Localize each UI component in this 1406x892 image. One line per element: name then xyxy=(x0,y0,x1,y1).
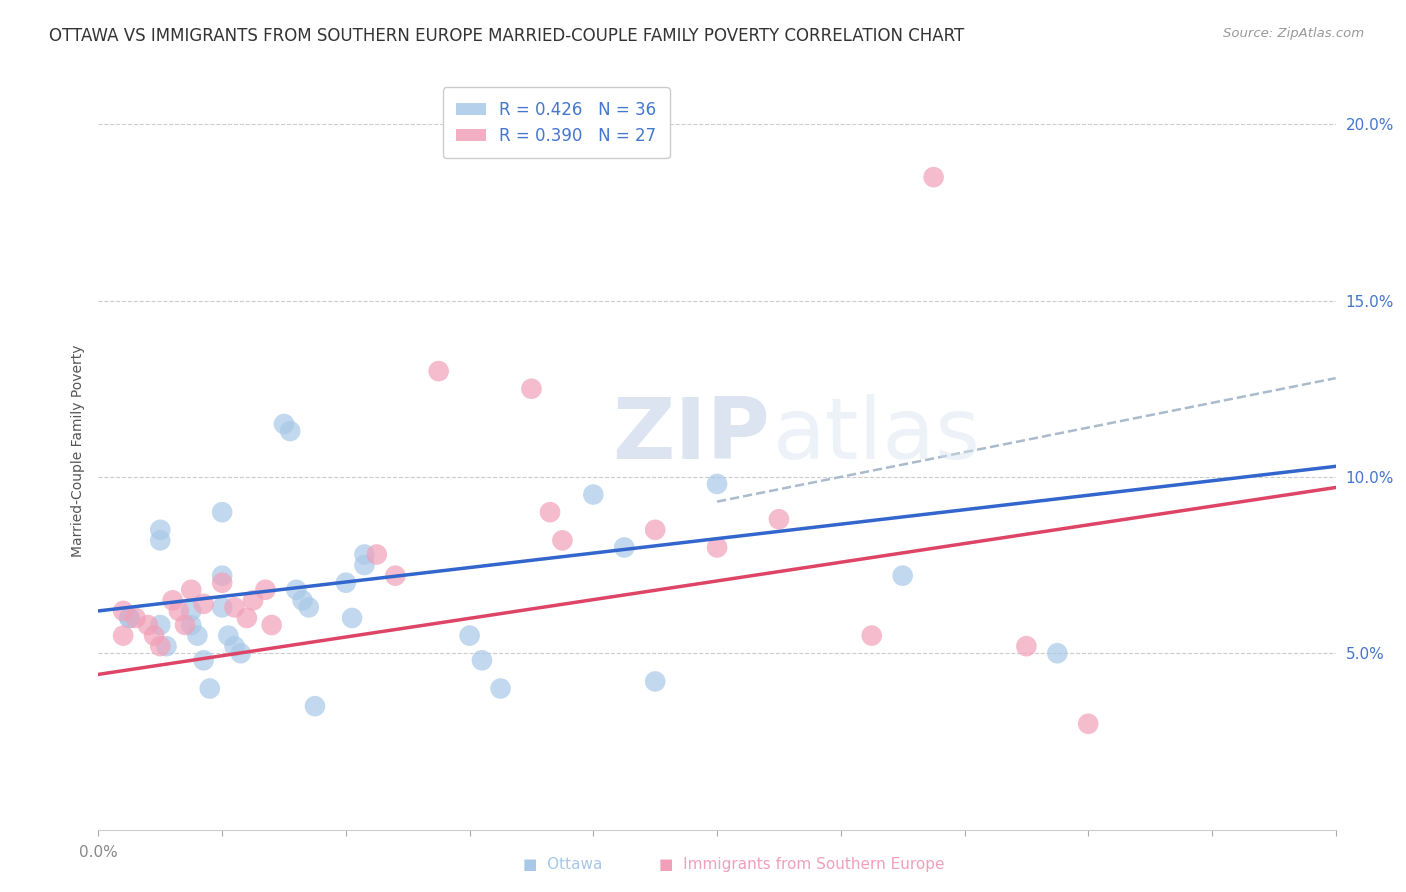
Point xyxy=(384,568,406,582)
Text: 0.0%: 0.0% xyxy=(79,845,118,860)
Point xyxy=(155,639,177,653)
Point xyxy=(1077,716,1099,731)
Point xyxy=(193,597,215,611)
Point xyxy=(180,618,202,632)
Point xyxy=(278,424,301,438)
Point xyxy=(242,593,264,607)
Point xyxy=(298,600,321,615)
Point xyxy=(520,382,543,396)
Text: OTTAWA VS IMMIGRANTS FROM SOUTHERN EUROPE MARRIED-COUPLE FAMILY POVERTY CORRELAT: OTTAWA VS IMMIGRANTS FROM SOUTHERN EUROP… xyxy=(49,27,965,45)
Text: ■  Immigrants from Southern Europe: ■ Immigrants from Southern Europe xyxy=(658,857,945,872)
Point xyxy=(613,541,636,555)
Point xyxy=(180,604,202,618)
Point xyxy=(162,593,184,607)
Legend: R = 0.426   N = 36, R = 0.390   N = 27: R = 0.426 N = 36, R = 0.390 N = 27 xyxy=(443,87,669,158)
Point xyxy=(112,604,135,618)
Point xyxy=(193,653,215,667)
Point xyxy=(254,582,277,597)
Text: ZIP: ZIP xyxy=(612,393,769,477)
Point xyxy=(149,533,172,548)
Point xyxy=(706,477,728,491)
Point xyxy=(149,618,172,632)
Point xyxy=(224,639,246,653)
Point xyxy=(860,629,883,643)
Point xyxy=(340,611,363,625)
Point xyxy=(304,699,326,714)
Point xyxy=(489,681,512,696)
Point xyxy=(174,618,197,632)
Point xyxy=(180,582,202,597)
Point xyxy=(124,611,146,625)
Point xyxy=(291,593,314,607)
Point xyxy=(706,541,728,555)
Point xyxy=(1015,639,1038,653)
Text: ■  Ottawa: ■ Ottawa xyxy=(523,857,602,872)
Point xyxy=(644,674,666,689)
Point xyxy=(149,639,172,653)
Point xyxy=(366,548,388,562)
Point xyxy=(471,653,494,667)
Point xyxy=(353,558,375,572)
Point xyxy=(118,611,141,625)
Point xyxy=(211,505,233,519)
Point xyxy=(260,618,283,632)
Point xyxy=(353,548,375,562)
Point xyxy=(198,681,221,696)
Point xyxy=(236,611,259,625)
Point xyxy=(538,505,561,519)
Point xyxy=(582,487,605,501)
Point xyxy=(922,170,945,185)
Point xyxy=(211,600,233,615)
Point xyxy=(186,629,208,643)
Point xyxy=(136,618,159,632)
Point xyxy=(112,629,135,643)
Text: atlas: atlas xyxy=(773,393,981,477)
Y-axis label: Married-Couple Family Poverty: Married-Couple Family Poverty xyxy=(70,344,84,557)
Point xyxy=(217,629,239,643)
Point xyxy=(1046,646,1069,660)
Point xyxy=(335,575,357,590)
Text: Source: ZipAtlas.com: Source: ZipAtlas.com xyxy=(1223,27,1364,40)
Point xyxy=(229,646,252,660)
Point xyxy=(551,533,574,548)
Point xyxy=(149,523,172,537)
Point xyxy=(285,582,308,597)
Point xyxy=(768,512,790,526)
Point xyxy=(458,629,481,643)
Point xyxy=(118,611,141,625)
Point xyxy=(273,417,295,431)
Point xyxy=(644,523,666,537)
Point xyxy=(211,568,233,582)
Point xyxy=(891,568,914,582)
Point xyxy=(224,600,246,615)
Point xyxy=(143,629,166,643)
Point xyxy=(167,604,190,618)
Point xyxy=(427,364,450,378)
Point xyxy=(211,575,233,590)
